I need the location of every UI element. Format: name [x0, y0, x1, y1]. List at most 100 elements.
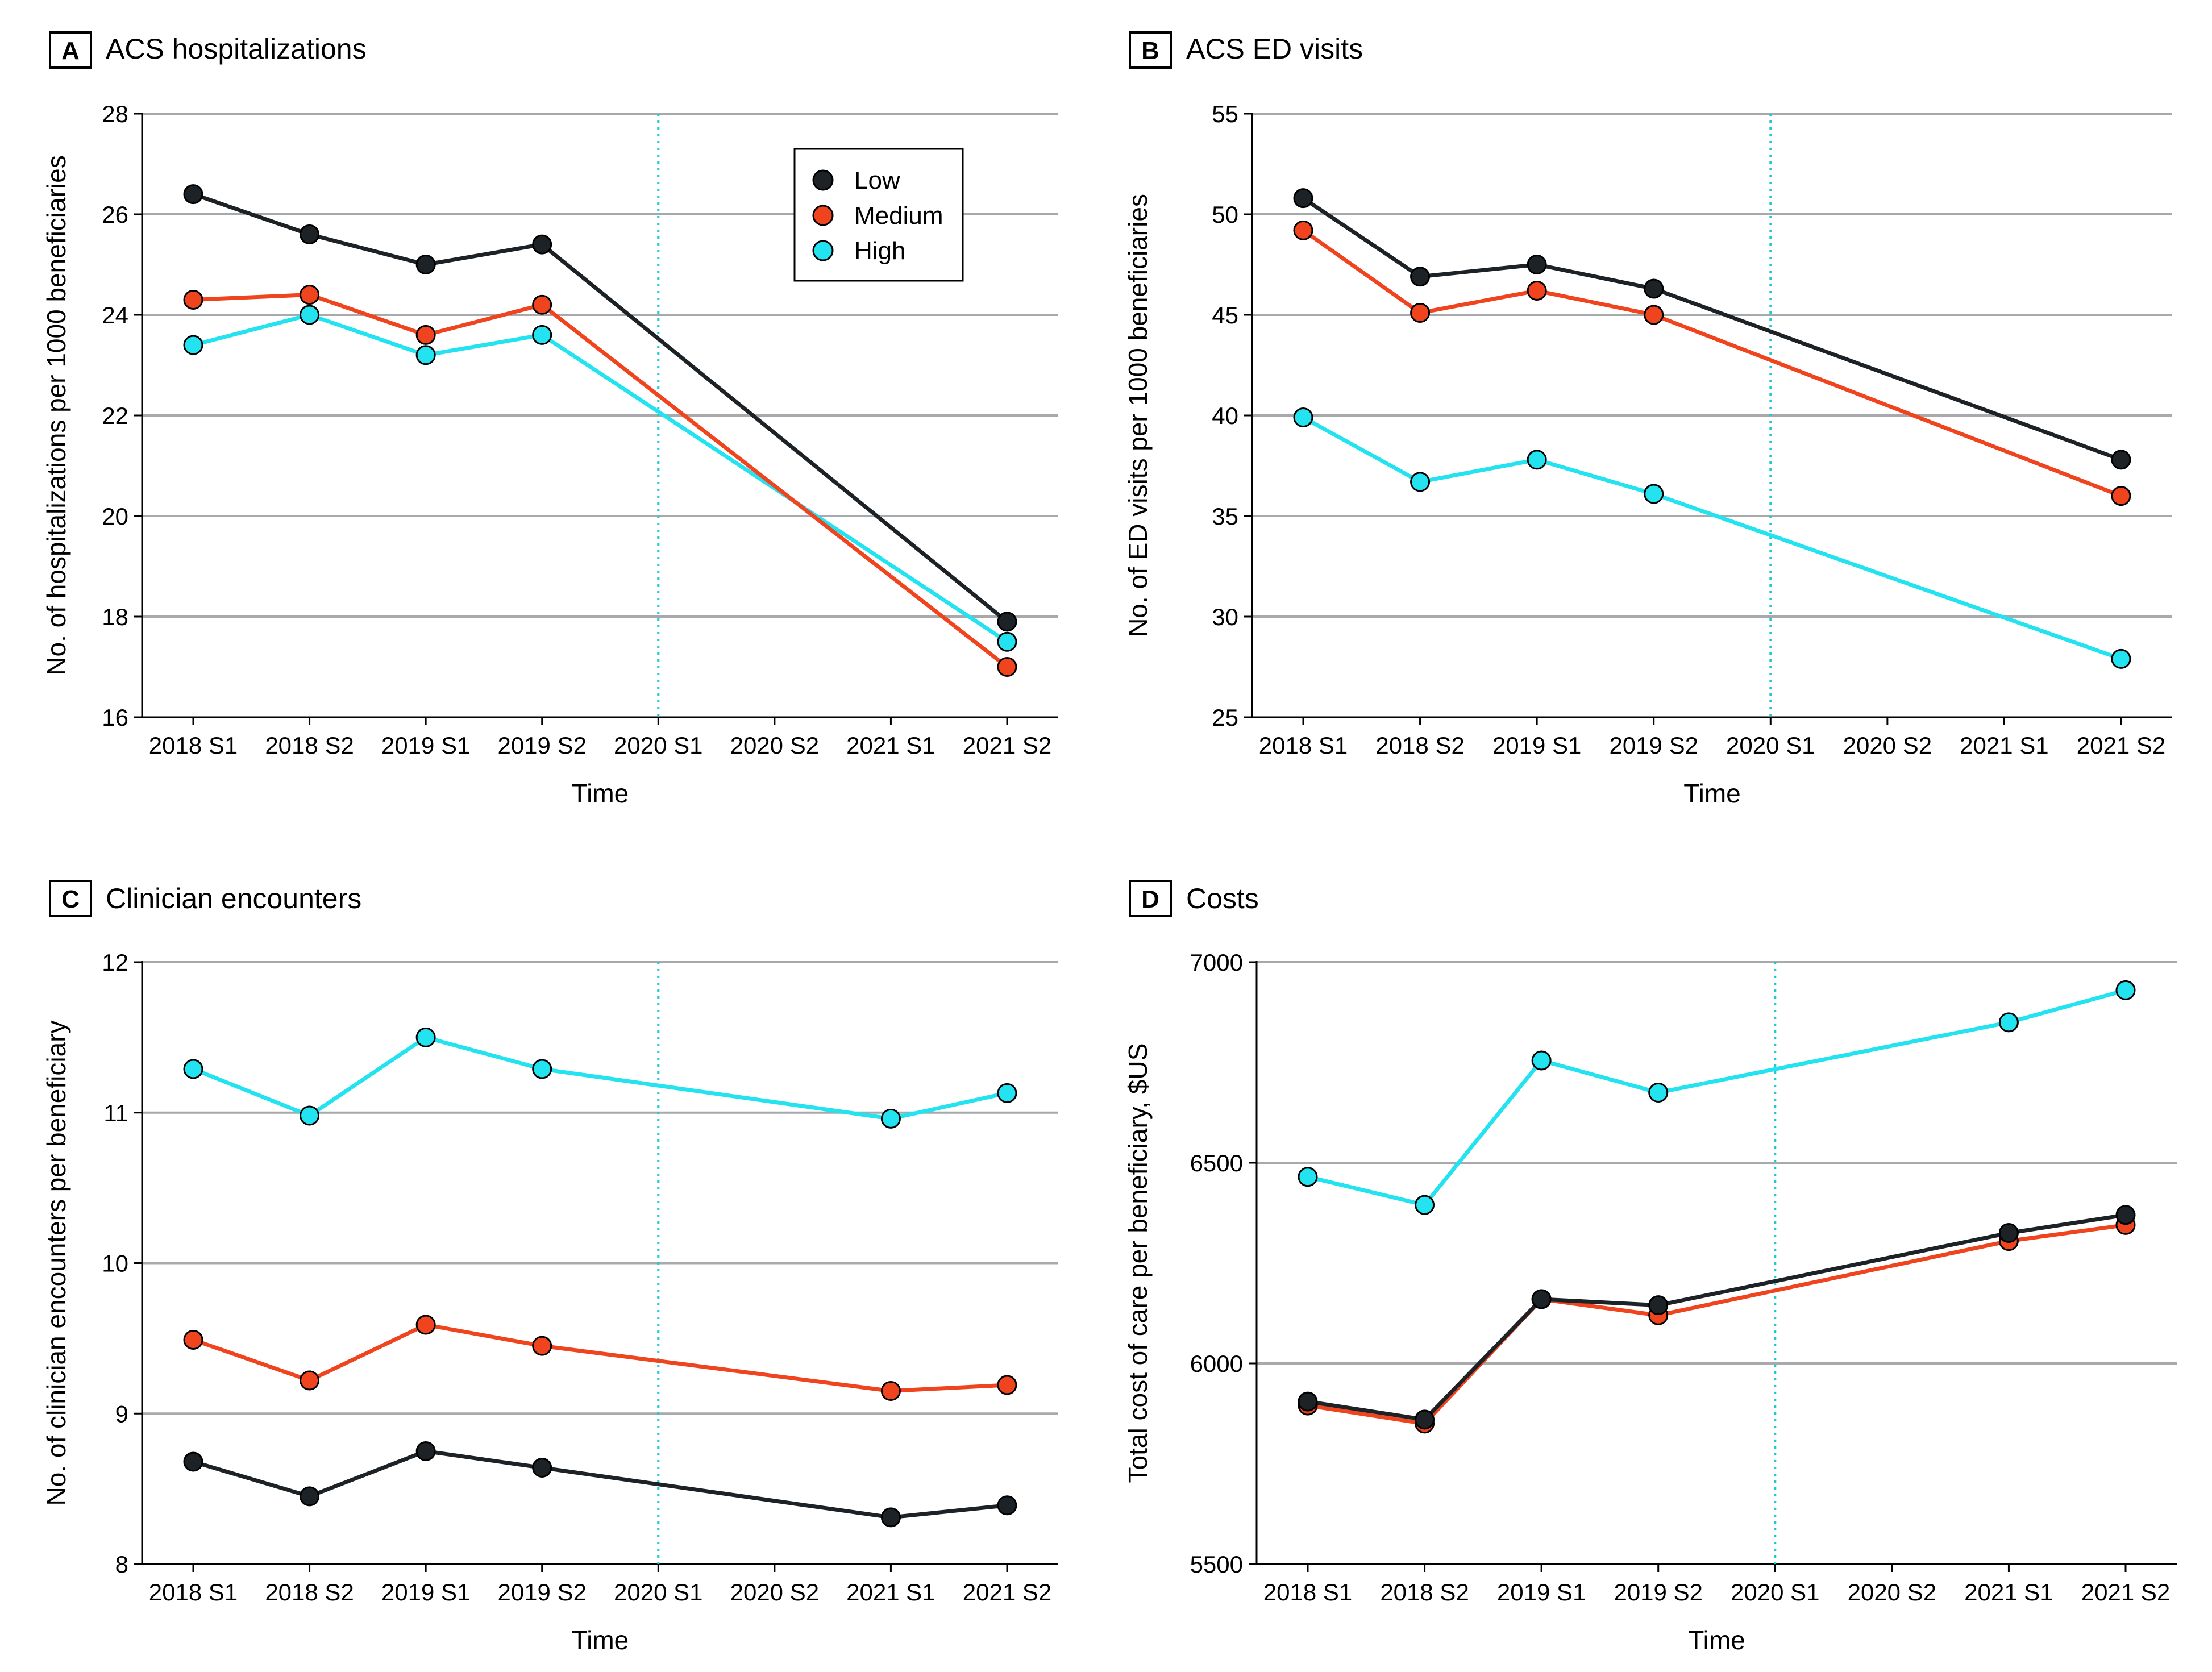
x-tick-label: 2019 S2 — [1609, 732, 1698, 759]
series-line-medium — [192, 1322, 1008, 1394]
data-point-medium — [183, 289, 203, 310]
series-line-low — [1307, 1213, 2126, 1422]
y-tick-label: 40 — [1212, 402, 1238, 429]
data-point-high — [1531, 1050, 1552, 1071]
y-tick-label: 7000 — [1190, 949, 1243, 976]
data-point-high — [300, 1105, 320, 1126]
data-point-low — [1298, 1391, 1318, 1412]
y-tick-label: 30 — [1212, 604, 1238, 630]
y-axis-label: No. of ED visits per 1000 beneficiaries — [1123, 194, 1153, 637]
x-axis-label: Time — [1683, 779, 1741, 808]
data-point-high — [1410, 472, 1431, 492]
data-point-medium — [415, 1315, 436, 1335]
data-point-low — [880, 1507, 901, 1528]
y-tick-label: 35 — [1212, 503, 1238, 530]
series-line-high — [1307, 988, 2126, 1207]
data-point-low — [532, 234, 552, 255]
x-tick-label: 2020 S1 — [1726, 732, 1815, 759]
series-line-high — [193, 313, 1008, 644]
x-tick-label: 2018 S1 — [149, 1579, 238, 1606]
x-axis-label: Time — [1688, 1625, 1745, 1655]
data-point-high — [1648, 1082, 1669, 1103]
panel-title: ACS ED visits — [1186, 33, 1363, 65]
data-point-low — [415, 1441, 436, 1461]
data-point-medium — [997, 1375, 1017, 1395]
series-line-low — [1302, 196, 2122, 462]
x-tick-label: 2018 S1 — [1263, 1579, 1352, 1606]
y-tick-label: 25 — [1212, 704, 1238, 731]
data-point-medium — [183, 1330, 203, 1350]
data-point-high — [183, 1059, 203, 1079]
data-point-high — [1293, 407, 1313, 428]
data-point-low — [300, 1486, 320, 1507]
data-point-low — [183, 184, 203, 205]
y-tick-label: 12 — [102, 949, 128, 976]
data-point-medium — [1410, 302, 1431, 323]
y-tick-label: 28 — [102, 101, 128, 127]
data-point-medium — [880, 1381, 901, 1401]
y-tick-label: 8 — [115, 1551, 128, 1578]
series-line-low — [193, 1449, 1008, 1520]
data-point-low — [1531, 1289, 1552, 1309]
y-tick-label: 18 — [102, 604, 128, 630]
legend-label-medium: Medium — [854, 202, 943, 230]
data-point-high — [1644, 484, 1664, 504]
x-tick-label: 2019 S1 — [1492, 732, 1581, 759]
x-tick-label: 2019 S1 — [1497, 1579, 1586, 1606]
y-tick-label: 11 — [103, 1100, 128, 1126]
data-point-low — [300, 224, 320, 244]
data-point-high — [1298, 1167, 1318, 1187]
x-tick-label: 2018 S2 — [265, 732, 354, 759]
x-tick-label: 2020 S2 — [1848, 1579, 1936, 1606]
legend-marker-low — [812, 169, 834, 191]
y-tick-label: 55 — [1212, 101, 1238, 127]
data-point-low — [997, 612, 1017, 632]
x-tick-label: 2018 S2 — [1375, 732, 1464, 759]
data-point-high — [997, 631, 1017, 652]
x-tick-label: 2018 S1 — [1259, 732, 1348, 759]
data-point-high — [2115, 980, 2136, 1000]
legend: Low Medium High — [793, 148, 964, 282]
x-tick-label: 2020 S2 — [730, 1579, 819, 1606]
panel-c: C Clinician encounters 8 9 10 11 12 2018 S1 2018… — [41, 880, 1058, 1655]
data-point-high — [1527, 450, 1547, 470]
data-point-medium — [2111, 486, 2131, 506]
data-point-high — [300, 305, 320, 325]
panel-title: Costs — [1186, 883, 1259, 914]
panel-letter: C — [61, 885, 80, 913]
x-tick-label: 2019 S2 — [497, 732, 586, 759]
y-tick-label: 22 — [102, 402, 128, 429]
panel-letter-box — [1129, 31, 1172, 69]
x-tick-label: 2021 S1 — [846, 1579, 935, 1606]
panel-letter: B — [1141, 37, 1159, 65]
legend-marker-high — [812, 240, 834, 261]
data-point-low — [183, 1451, 203, 1472]
x-tick-label: 2021 S1 — [1960, 732, 2048, 759]
data-point-low — [1644, 278, 1664, 299]
y-tick-label: 20 — [102, 503, 128, 530]
x-tick-label: 2019 S1 — [381, 1579, 470, 1606]
data-point-high — [415, 1027, 436, 1047]
data-point-medium — [1527, 281, 1547, 301]
data-point-medium — [532, 294, 552, 315]
data-point-high — [415, 345, 436, 365]
data-point-high — [532, 1059, 552, 1079]
legend-marker-medium — [812, 205, 834, 226]
data-point-medium — [1293, 220, 1313, 240]
y-tick-label: 9 — [115, 1400, 128, 1427]
y-tick-label: 6000 — [1190, 1350, 1243, 1377]
y-axis-label: No. of clinician encounters per benefici… — [41, 1020, 71, 1505]
y-tick-label: 10 — [102, 1250, 128, 1277]
x-tick-label: 2018 S2 — [1380, 1579, 1469, 1606]
panel-letter: A — [61, 37, 80, 65]
x-tick-label: 2018 S1 — [149, 732, 238, 759]
data-point-medium — [300, 1370, 320, 1391]
y-tick-label: 50 — [1212, 201, 1238, 228]
data-point-high — [1415, 1195, 1435, 1215]
panel-letter: D — [1141, 885, 1159, 913]
x-tick-label: 2020 S2 — [730, 732, 819, 759]
data-point-low — [1293, 188, 1313, 209]
x-tick-label: 2021 S2 — [2077, 732, 2165, 759]
x-tick-label: 2021 S2 — [2081, 1579, 2170, 1606]
